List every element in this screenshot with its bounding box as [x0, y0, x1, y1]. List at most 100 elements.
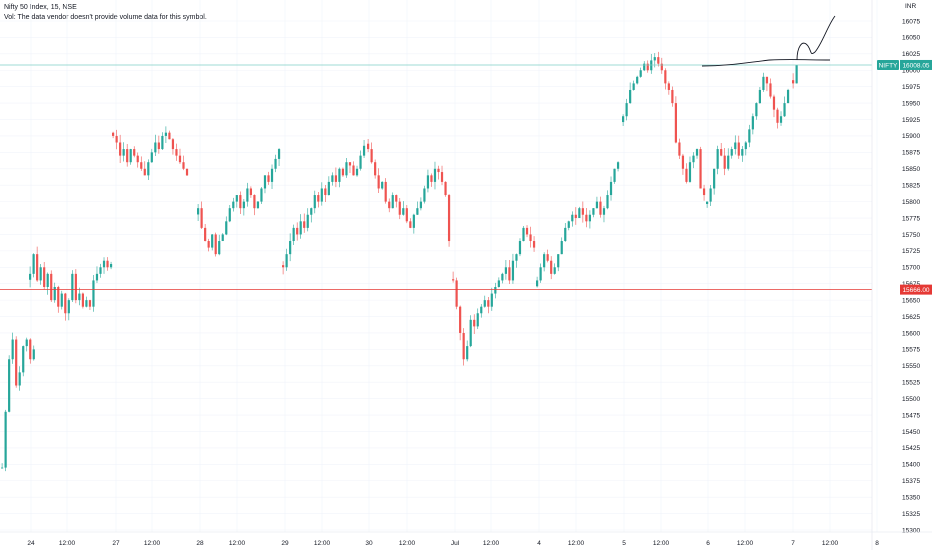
candle-body — [282, 265, 285, 268]
candle-body — [599, 201, 602, 215]
current-price-value: 16008.05 — [902, 62, 929, 69]
candle-body — [313, 195, 316, 209]
candle-body — [405, 208, 408, 222]
price-tick-label: 15475 — [902, 412, 920, 419]
candle-body — [497, 280, 500, 287]
price-tick-label: 15900 — [902, 133, 920, 140]
candle-body — [504, 267, 507, 274]
candle-body — [39, 267, 42, 281]
candle-body — [136, 155, 139, 163]
candle-body — [43, 267, 46, 287]
candle-body — [285, 254, 288, 268]
price-tick-label: 16075 — [902, 18, 920, 25]
candle-body — [550, 260, 553, 274]
candle-body — [695, 149, 699, 156]
candle-body — [112, 132, 115, 136]
candle-body — [795, 65, 798, 84]
candle-body — [440, 172, 444, 182]
candle-body — [758, 89, 761, 104]
current-price-tag: NIFTY 16008.05 — [877, 59, 932, 70]
time-tick-label: 28 — [196, 540, 204, 547]
candle-body — [462, 332, 465, 360]
price-tick-label: 15575 — [902, 347, 920, 354]
candle-body — [352, 165, 355, 176]
candle-body — [242, 201, 245, 209]
candle-body — [15, 339, 18, 386]
candle-body — [518, 241, 522, 255]
time-tick-label: 12:00 — [822, 540, 839, 547]
candle-body — [154, 142, 157, 153]
time-tick-label: 5 — [622, 540, 626, 547]
candle-body — [239, 195, 242, 209]
candle-body — [270, 168, 274, 182]
candle-body — [122, 149, 125, 156]
candle-body — [185, 168, 189, 176]
candle-body — [529, 234, 532, 242]
candle-body — [564, 227, 567, 242]
time-tick-label: 6 — [706, 540, 710, 547]
price-tick-label: 15550 — [902, 363, 920, 370]
candle-body — [197, 208, 200, 215]
candle-body — [716, 149, 719, 169]
candle-body — [249, 188, 252, 196]
candle-body — [218, 241, 221, 255]
candle-body — [660, 63, 663, 71]
candle-body — [150, 152, 153, 163]
level-price-badge — [900, 284, 932, 295]
time-tick-label: 27 — [112, 540, 120, 547]
time-tick-label: 7 — [791, 540, 795, 547]
candle-body — [402, 208, 405, 215]
candle-body — [161, 135, 164, 150]
candle-body — [625, 103, 628, 117]
candle-body — [409, 221, 412, 228]
candle-body — [60, 293, 63, 307]
candle-body — [92, 280, 95, 307]
price-tick-label: 15300 — [902, 527, 920, 534]
candle-body — [702, 188, 706, 196]
price-tick-label: 15950 — [902, 100, 920, 107]
price-tick-label: 15875 — [902, 150, 920, 157]
time-tick-label: 30 — [365, 540, 373, 547]
candle-body — [706, 201, 709, 204]
candle-body — [102, 260, 106, 268]
candle-body — [412, 214, 415, 228]
candle-body — [592, 208, 595, 215]
candle-body — [331, 175, 334, 182]
price-tick-label: 15650 — [902, 297, 920, 304]
price-tick-label: 15750 — [902, 232, 920, 239]
chart-legend: Nifty 50 Index, 15, NSE Vol: The data ve… — [4, 3, 207, 23]
candle-body — [786, 89, 790, 104]
price-tick-label: 15450 — [902, 429, 920, 436]
candle-body — [18, 372, 21, 386]
candle-body — [765, 76, 769, 84]
candle-body — [341, 168, 345, 176]
candle-body — [164, 132, 167, 136]
candle-body — [232, 201, 235, 209]
candle-body — [306, 214, 309, 228]
candle-body — [779, 116, 783, 123]
candle-body — [256, 201, 260, 209]
candle-body — [480, 306, 483, 314]
candle-body — [433, 168, 437, 182]
candle-body — [595, 201, 599, 209]
candle-body — [483, 300, 486, 307]
price-tick-label: 15775 — [902, 215, 920, 222]
candle-body — [168, 132, 171, 140]
candle-body — [95, 273, 99, 281]
time-tick-label: 12:00 — [144, 540, 161, 547]
price-tick-label: 15375 — [902, 478, 920, 485]
candle-body — [741, 149, 744, 156]
price-tick-label: 15325 — [902, 511, 920, 518]
candle-body — [88, 300, 92, 307]
candle-body — [78, 293, 81, 301]
candle-body — [296, 227, 299, 235]
candle-body — [571, 214, 574, 222]
candle-body — [22, 346, 25, 373]
time-tick-label: 12:00 — [737, 540, 754, 547]
candle-body — [713, 168, 716, 189]
candle-body — [522, 227, 525, 242]
candle-body — [699, 149, 702, 189]
candle-body — [646, 63, 649, 71]
candle-body — [29, 339, 32, 360]
